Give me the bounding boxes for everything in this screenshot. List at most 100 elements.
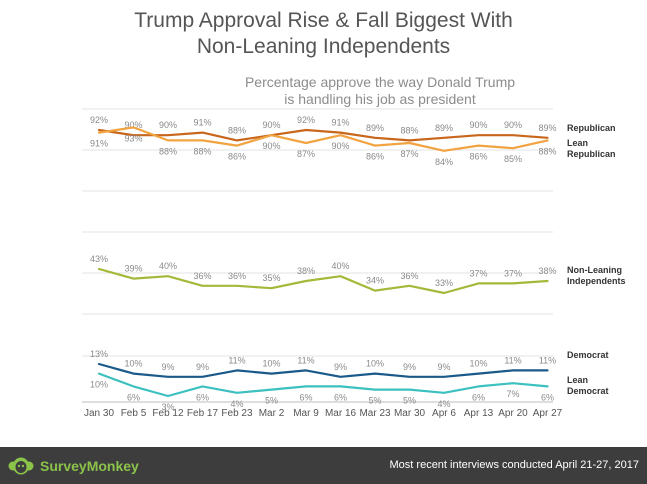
- data-label: 90%: [124, 120, 142, 130]
- x-tick-label: Mar 2: [259, 408, 285, 419]
- series-line: [97, 128, 549, 142]
- data-label: 88%: [400, 125, 418, 135]
- data-label: 9%: [403, 362, 416, 372]
- x-tick-label: Mar 30: [394, 408, 426, 419]
- data-label: 40%: [159, 261, 177, 271]
- legend-entry: Republican: [567, 123, 616, 133]
- data-label: 10%: [262, 359, 280, 369]
- legend-entry: Democrat: [567, 350, 609, 360]
- data-label: 88%: [538, 146, 556, 156]
- chart-title-line-1: Trump Approval Rise & Fall Biggest With: [134, 9, 513, 32]
- data-label: 91%: [193, 118, 211, 128]
- x-tick-label: Jan 30: [84, 408, 114, 419]
- line-chart: Jan 30 Feb 5 Feb 12 Feb 17 Feb 23 Mar 2 Mar 9 M…: [82, 108, 626, 419]
- data-label: 86%: [469, 152, 487, 162]
- series-line: [97, 267, 549, 295]
- data-label: 9%: [334, 362, 347, 372]
- x-tick-label: Mar 9: [293, 408, 319, 419]
- data-label: 34%: [366, 276, 384, 286]
- data-label: 88%: [193, 146, 211, 156]
- data-label: 9%: [196, 362, 209, 372]
- data-label: 9%: [437, 362, 450, 372]
- legend-entry: Lean Republican: [567, 138, 616, 159]
- data-label: 88%: [228, 125, 246, 135]
- logo-text: SurveyMonkey: [40, 458, 139, 474]
- data-label: 36%: [228, 271, 246, 281]
- chart-subtitle-line-1: Percentage approve the way Donald Trump: [244, 74, 516, 90]
- data-label: 11%: [297, 355, 314, 365]
- data-label: 90%: [469, 120, 487, 130]
- surveymonkey-logo: SurveyMonkey: [8, 455, 139, 477]
- data-label: 90%: [262, 141, 280, 151]
- data-label: 43%: [90, 254, 108, 264]
- data-label: 87%: [297, 149, 315, 159]
- data-label: 92%: [297, 115, 315, 125]
- data-label: 7%: [506, 389, 519, 399]
- data-label: 86%: [366, 152, 384, 162]
- data-label: 5%: [368, 396, 381, 406]
- data-label: 13%: [90, 349, 108, 359]
- chart-subtitle: Percentage approve the way Donald Trump …: [200, 74, 560, 108]
- legend-entry: Lean Democrat: [567, 375, 609, 396]
- data-label: 37%: [504, 268, 522, 278]
- data-label: 39%: [124, 264, 142, 274]
- series-line: [97, 372, 549, 398]
- data-label: 38%: [297, 266, 315, 276]
- data-label: 6%: [472, 392, 485, 402]
- data-label: 89%: [538, 123, 556, 133]
- data-label: 5%: [403, 396, 416, 406]
- x-tick-label: Apr 20: [498, 408, 528, 419]
- data-label: 84%: [435, 157, 453, 167]
- x-tick-label: Apr 27: [533, 408, 563, 419]
- data-label: 86%: [228, 152, 246, 162]
- data-label: 93%: [124, 133, 142, 143]
- data-label: 10%: [469, 359, 487, 369]
- data-label: 90%: [331, 141, 349, 151]
- data-label: 36%: [193, 271, 211, 281]
- data-label: 92%: [90, 115, 108, 125]
- legend-entry: Non-Leaning Independents: [567, 265, 626, 286]
- data-label: 88%: [159, 146, 177, 156]
- data-label: 10%: [90, 380, 108, 390]
- series-line: [97, 126, 549, 152]
- data-label: 6%: [196, 392, 209, 402]
- footer-note: Most recent interviews conducted April 2…: [389, 459, 639, 471]
- x-tick-label: Apr 6: [432, 408, 456, 419]
- data-label: 4%: [230, 399, 243, 409]
- data-label: 37%: [469, 268, 487, 278]
- data-label: 11%: [228, 355, 245, 365]
- data-label: 36%: [400, 271, 418, 281]
- chart-subtitle-line-2: is handling his job as president: [284, 91, 476, 107]
- data-label: 91%: [90, 139, 108, 149]
- data-label: 91%: [331, 118, 349, 128]
- data-label: 90%: [159, 120, 177, 130]
- data-label: 89%: [435, 123, 453, 133]
- data-label: 6%: [541, 392, 554, 402]
- data-label: 10%: [366, 359, 384, 369]
- data-label: 33%: [435, 278, 453, 288]
- x-tick-label: Feb 23: [221, 408, 253, 419]
- data-label: 35%: [262, 273, 280, 283]
- data-label: 5%: [265, 396, 278, 406]
- data-label: 87%: [400, 149, 418, 159]
- x-tick-label: Feb 5: [121, 408, 147, 419]
- chart-title: Trump Approval Rise & Fall Biggest With …: [0, 8, 647, 60]
- data-label: 11%: [504, 355, 521, 365]
- data-label: 3%: [161, 402, 174, 412]
- data-label: 4%: [437, 399, 450, 409]
- data-label: 11%: [539, 355, 556, 365]
- series-line: [97, 362, 549, 378]
- data-label: 6%: [127, 392, 140, 402]
- x-tick-label: Feb 17: [187, 408, 219, 419]
- monkey-logo-icon: [8, 457, 34, 475]
- data-label: 90%: [262, 120, 280, 130]
- footer-bar: SurveyMonkey Most recent interviews cond…: [0, 447, 647, 484]
- data-label: 89%: [366, 123, 384, 133]
- x-tick-label: Apr 13: [464, 408, 494, 419]
- data-label: 85%: [504, 154, 522, 164]
- data-label: 6%: [299, 392, 312, 402]
- x-tick-label: Mar 23: [359, 408, 391, 419]
- data-label: 6%: [334, 392, 347, 402]
- data-label: 40%: [331, 261, 349, 271]
- data-label: 90%: [504, 120, 522, 130]
